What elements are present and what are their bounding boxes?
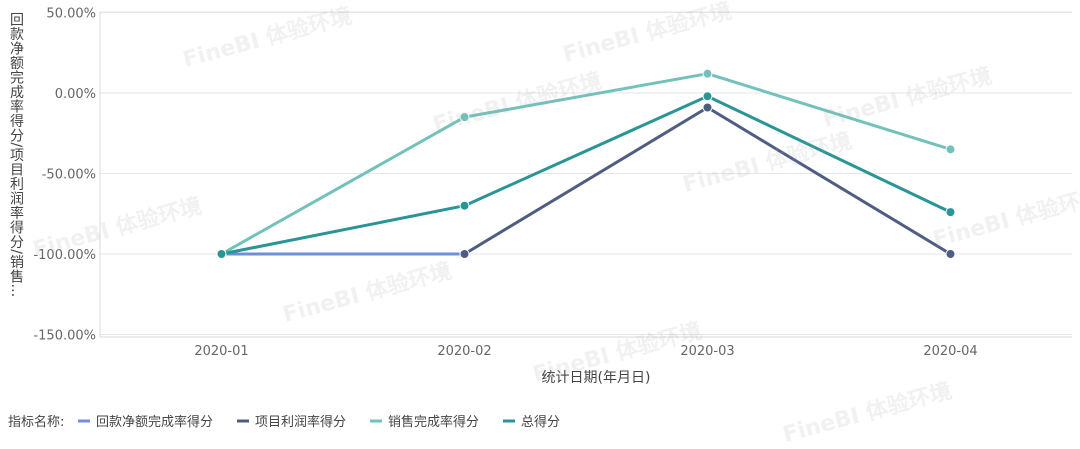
data-point [459, 200, 470, 211]
data-point [216, 249, 227, 259]
y-tick-label: -50.00% [42, 168, 96, 183]
axis-layer: 50.00% 0.00% -50.00% -100.00% -150.00% 2020-0… [8, 7, 1072, 386]
data-point [702, 91, 713, 102]
y-tick-label: -100.00% [33, 248, 96, 263]
x-tick-label: 2020-01 [194, 344, 248, 359]
y-axis-title: 回款净额完成率得分/项目利润率得分/销售… [8, 12, 24, 298]
series-line-1 [463, 105, 952, 256]
legend-title: 指标名称: [8, 414, 64, 430]
data-point [945, 144, 956, 155]
data-point [459, 249, 470, 259]
x-tick-label: 2020-03 [680, 344, 734, 359]
grid-layer [100, 11, 1072, 335]
y-tick-label: 50.00% [46, 7, 96, 22]
data-point [945, 207, 956, 218]
data-point [945, 249, 956, 259]
series-line-3 [221, 94, 952, 256]
series-layer [216, 68, 956, 259]
y-tick-label: -150.00% [33, 329, 96, 344]
legend-item-label: 回款净额完成率得分 [96, 414, 213, 430]
data-point [702, 68, 713, 79]
x-axis-title: 统计日期(年月日) [542, 370, 651, 386]
data-point [459, 112, 470, 123]
legend-item-label: 总得分 [521, 414, 560, 430]
legend-item-label: 销售完成率得分 [388, 414, 479, 430]
legend-layer: 指标名称: 回款净额完成率得分 项目利润率得分 销售完成率得分 总得分 [8, 414, 560, 430]
data-point [702, 102, 713, 113]
x-tick-label: 2020-02 [437, 344, 491, 359]
legend-item-label: 项目利润率得分 [255, 414, 346, 430]
x-tick-label: 2020-04 [923, 344, 977, 359]
series-line-2 [220, 72, 951, 256]
chart-svg: 50.00% 0.00% -50.00% -100.00% -150.00% 2020-0… [8, 7, 1072, 430]
line-chart: 50.00% 0.00% -50.00% -100.00% -150.00% 2020-0… [8, 7, 1072, 430]
y-tick-label: 0.00% [55, 87, 96, 102]
